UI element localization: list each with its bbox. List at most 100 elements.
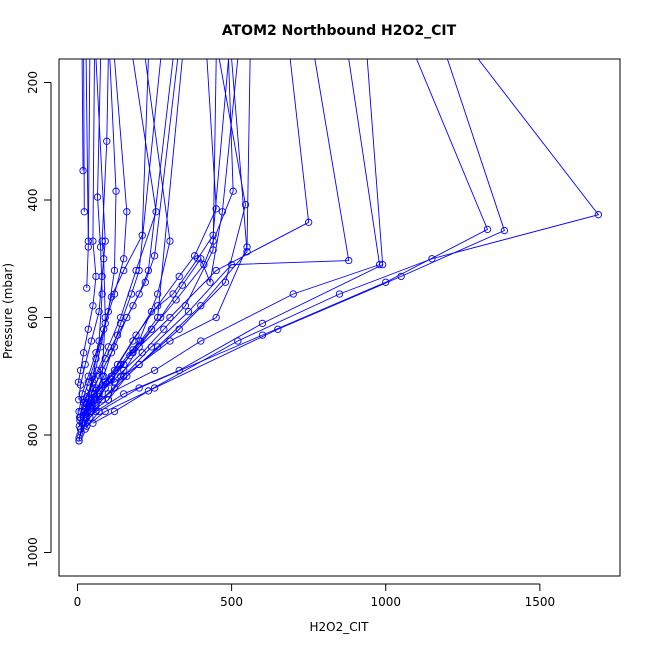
data-point <box>138 231 146 239</box>
data-point <box>83 284 91 292</box>
data-point <box>500 226 509 235</box>
x-tick-label: 0 <box>74 595 82 609</box>
series-line <box>86 59 505 427</box>
data-point <box>212 313 220 322</box>
data-point <box>84 243 92 251</box>
series-profile <box>86 59 183 416</box>
data-point <box>95 393 103 401</box>
data-point <box>209 246 217 254</box>
data-point <box>95 307 103 316</box>
data-point <box>184 307 193 316</box>
data-point <box>150 366 159 375</box>
data-point <box>397 272 405 281</box>
data-point <box>234 337 242 345</box>
series-line <box>86 59 91 289</box>
data-point <box>79 396 87 404</box>
data-point <box>379 260 387 269</box>
data-point <box>98 290 106 298</box>
data-point <box>229 187 237 195</box>
y-tick-label: 600 <box>26 306 40 329</box>
data-point <box>110 384 119 392</box>
data-point <box>197 302 205 310</box>
data-point <box>197 337 205 345</box>
data-point <box>100 325 108 333</box>
data-point <box>382 278 390 286</box>
series-line <box>85 59 89 242</box>
series-line <box>90 59 174 395</box>
data-point <box>113 331 122 339</box>
series-profile <box>83 59 92 292</box>
data-point <box>101 313 109 322</box>
data-point <box>153 313 162 322</box>
data-point <box>76 366 85 375</box>
data-point <box>135 360 143 369</box>
x-tick-label: 1000 <box>370 595 401 609</box>
y-axis-label: Pressure (mbar) <box>1 263 15 359</box>
data-point <box>98 366 106 375</box>
data-point <box>345 256 353 265</box>
data-point <box>120 255 128 263</box>
data-point <box>101 237 109 245</box>
data-point <box>123 208 131 216</box>
data-point <box>153 302 162 310</box>
data-point <box>212 205 220 213</box>
data-point <box>129 346 137 354</box>
series-line <box>92 59 217 409</box>
data-point <box>120 360 128 369</box>
y-tick-label: 400 <box>26 189 40 212</box>
x-tick-label: 500 <box>220 595 243 609</box>
data-point <box>104 396 112 404</box>
data-point <box>138 349 146 357</box>
series-profile <box>87 59 174 398</box>
data-point <box>428 255 436 263</box>
data-point <box>218 208 227 216</box>
data-point <box>594 211 603 219</box>
x-axis: 0 500 1000 1500 <box>74 583 556 609</box>
data-point <box>181 302 190 310</box>
series-line <box>84 59 234 415</box>
data-point <box>95 337 103 345</box>
data-point <box>169 290 177 298</box>
data-point <box>89 404 97 413</box>
data-point <box>87 390 96 398</box>
data-point <box>175 272 183 281</box>
data-point <box>166 237 174 245</box>
data-point <box>175 325 183 333</box>
data-point <box>150 252 159 260</box>
x-tick-label: 1500 <box>525 595 556 609</box>
series-line <box>79 59 246 436</box>
series-profile <box>89 59 603 427</box>
data-point <box>120 266 128 275</box>
series-layer <box>74 59 603 445</box>
series-line <box>83 59 217 418</box>
data-point <box>147 343 156 351</box>
data-point <box>150 384 159 392</box>
series-profile <box>81 59 492 433</box>
data-point <box>75 407 83 416</box>
data-point <box>166 313 174 322</box>
data-point <box>120 366 128 375</box>
data-point <box>84 325 92 333</box>
data-point <box>227 260 236 269</box>
data-point <box>289 290 297 298</box>
data-point <box>110 366 119 375</box>
series-profile <box>80 59 88 216</box>
data-point <box>103 137 111 145</box>
data-point <box>89 419 97 427</box>
series-line <box>92 59 600 424</box>
data-point <box>112 187 120 195</box>
data-point <box>221 278 230 286</box>
data-point <box>89 302 97 310</box>
data-point <box>132 331 140 339</box>
data-point <box>212 266 220 275</box>
series-line <box>107 59 239 400</box>
y-tick-label: 200 <box>26 71 40 94</box>
data-point <box>160 325 168 333</box>
series-line <box>84 59 489 430</box>
data-point <box>80 349 88 357</box>
data-point <box>101 384 109 392</box>
data-point <box>84 372 92 380</box>
data-point <box>76 413 84 422</box>
data-point <box>153 290 162 298</box>
data-point <box>243 248 251 256</box>
